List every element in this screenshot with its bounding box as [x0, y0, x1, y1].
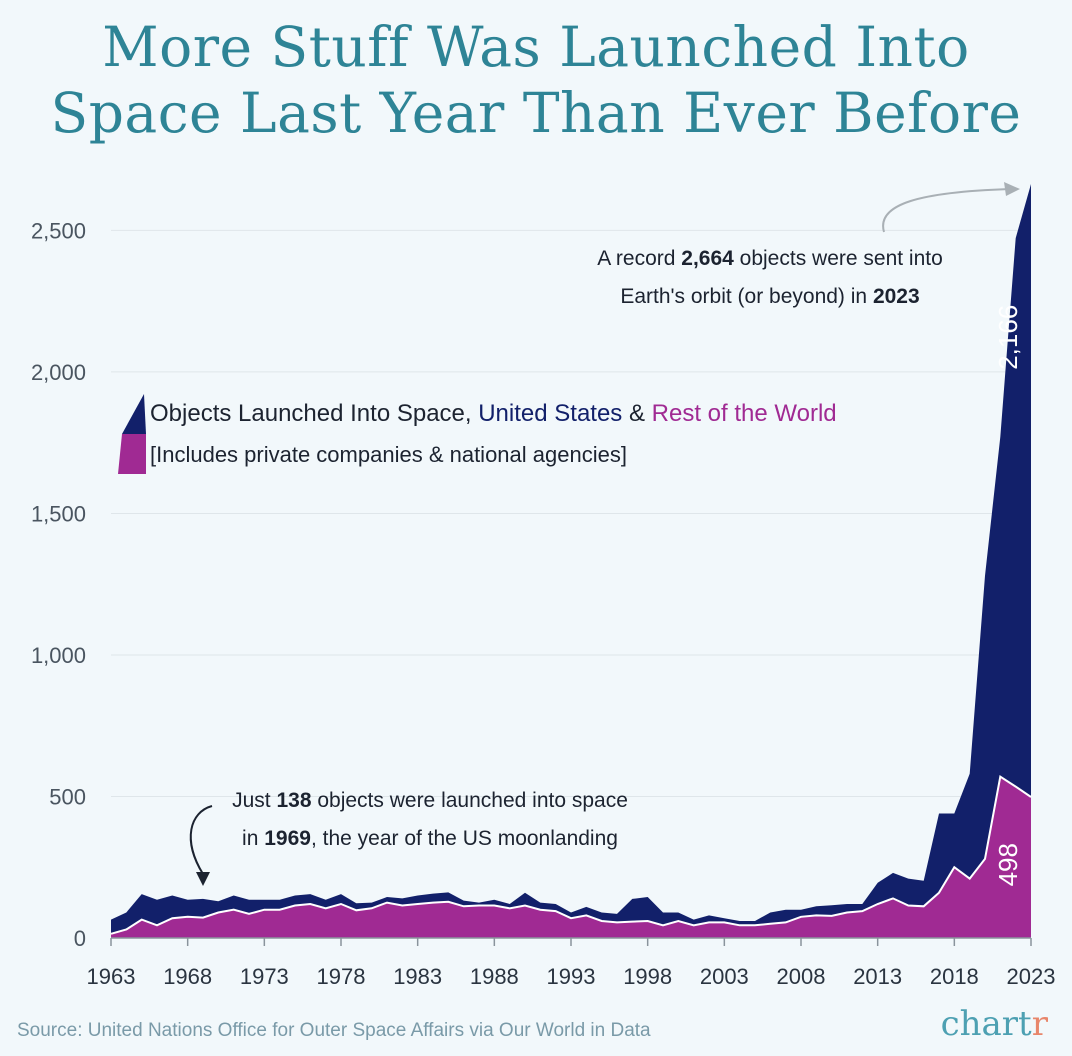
y-tick-label: 0: [74, 926, 86, 951]
legend-us: United States: [478, 400, 623, 427]
title-line-2: Space Last Year Than Ever Before: [50, 81, 1022, 145]
x-tick-label: 2003: [700, 964, 749, 989]
x-tick-label: 1973: [240, 964, 289, 989]
x-tick-label: 1998: [623, 964, 672, 989]
ann-2023-year: 2023: [872, 285, 920, 308]
x-tick-label: 2008: [777, 964, 826, 989]
brand-logo: chartr: [941, 1004, 1048, 1044]
ann-1969-pre: Just: [232, 789, 277, 812]
y-tick-label: 1,000: [31, 643, 86, 668]
x-tick-label: 2013: [853, 964, 902, 989]
x-tick-label: 1983: [393, 964, 442, 989]
annotation-arrowhead-1969: [196, 872, 210, 886]
legend-amp: &: [622, 400, 652, 427]
logo-main: chart: [940, 1004, 1032, 1044]
x-tick-label: 1988: [470, 964, 519, 989]
annotation-2023: A record 2,664 objects were sent into Ea…: [560, 240, 980, 316]
y-tick-label: 2,500: [31, 218, 86, 243]
ann-2023-pre2: Earth's orbit (or beyond) in: [620, 285, 873, 308]
area-united-states: [111, 184, 1031, 934]
x-tick-label: 1993: [547, 964, 596, 989]
ann-2023-post: objects were sent into: [733, 247, 943, 270]
legend-prefix: Objects Launched Into Space,: [150, 400, 479, 427]
legend-subtitle: [Includes private companies & national a…: [150, 442, 627, 467]
ann-1969-num: 138: [276, 789, 312, 812]
ann-1969-post: objects were launched into space: [311, 789, 628, 812]
legend-swatch: [118, 394, 146, 474]
data-label-united-states: 2,166: [993, 305, 1023, 370]
ann-2023-pre: A record: [597, 247, 682, 270]
ann-1969-pre2: in: [242, 827, 265, 850]
x-tick-label: 2018: [930, 964, 979, 989]
legend-row: Rest of the World: [651, 400, 837, 427]
ann-2023-num: 2,664: [681, 247, 734, 270]
series-boundary-line: [110, 775, 1032, 935]
title-line-1: More Stuff Was Launched Into: [102, 15, 970, 79]
x-tick-label: 1978: [317, 964, 366, 989]
legend-swatch-us: [122, 394, 146, 434]
data-label-rest-of-world: 498: [993, 843, 1023, 886]
legend-title: Objects Launched Into Space, United Stat…: [150, 400, 837, 428]
y-tick-label: 1,500: [31, 501, 86, 526]
ann-1969-year: 1969: [264, 827, 311, 850]
annotation-arrow-1969: [189, 805, 213, 875]
legend-swatch-row: [118, 434, 146, 474]
logo-end: r: [1031, 1004, 1048, 1044]
x-tick-label: 1968: [163, 964, 212, 989]
x-tick-label: 2023: [1007, 964, 1056, 989]
ann-1969-post2: , the year of the US moonlanding: [310, 827, 618, 850]
area-rest-of-world: [111, 776, 1031, 938]
annotation-1969: Just 138 objects were launched into spac…: [200, 782, 660, 858]
chart-title: More Stuff Was Launched Into Space Last …: [0, 14, 1072, 146]
annotation-arrow-2023: [882, 188, 1011, 233]
y-tick-label: 500: [49, 784, 86, 809]
y-tick-label: 2,000: [31, 360, 86, 385]
x-tick-label: 1963: [87, 964, 136, 989]
source-note: Source: United Nations Office for Outer …: [17, 1020, 651, 1041]
annotation-arrowhead-2023: [1004, 182, 1020, 196]
